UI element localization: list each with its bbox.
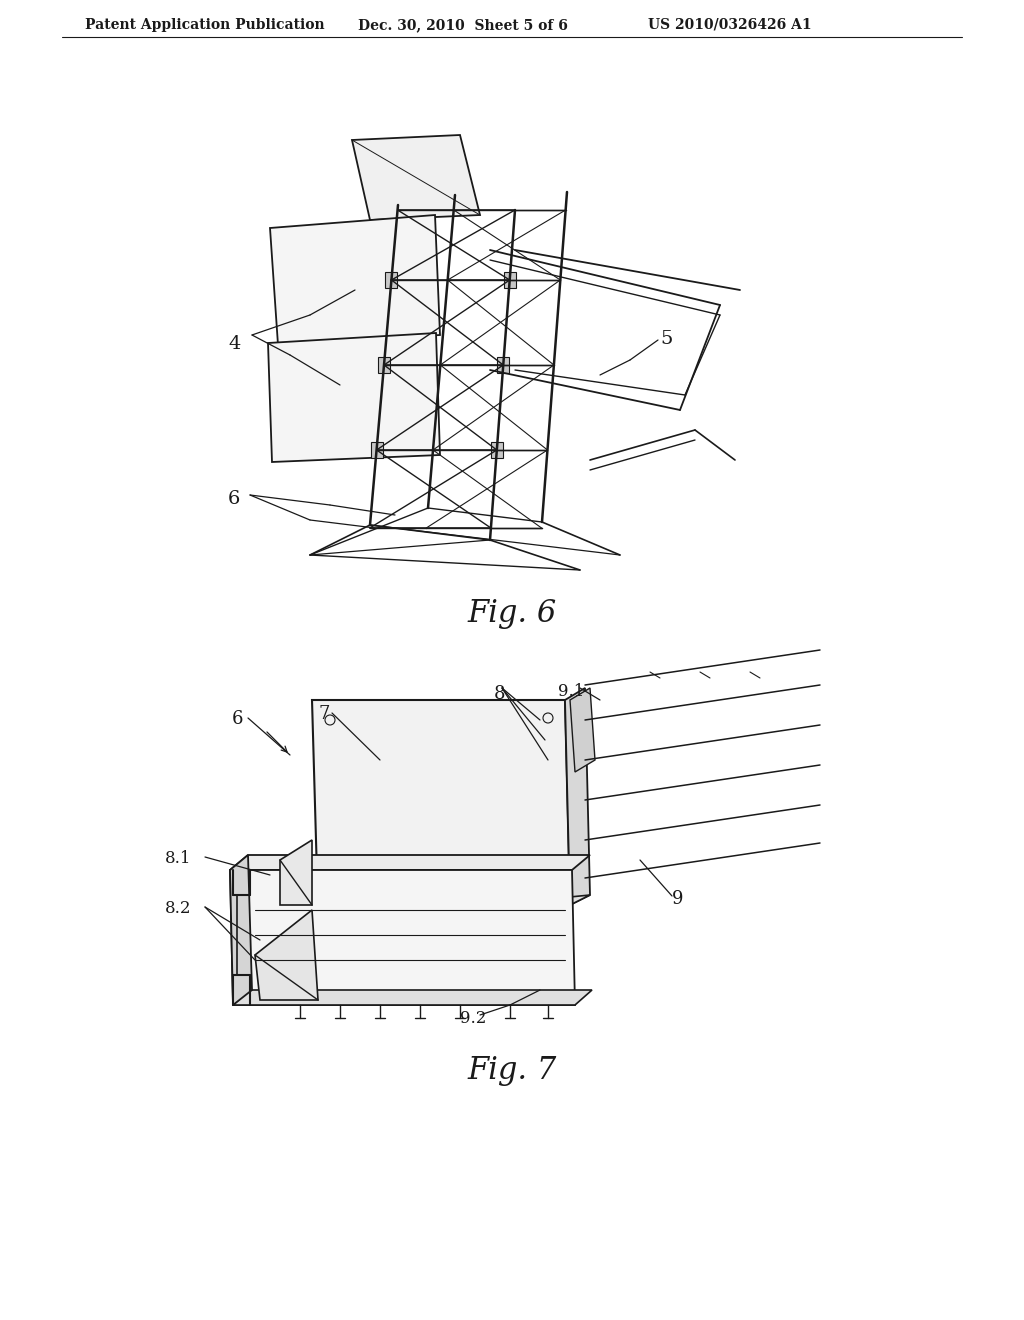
Polygon shape — [233, 990, 592, 1005]
Polygon shape — [498, 356, 509, 374]
Polygon shape — [318, 895, 590, 920]
Text: 6: 6 — [228, 490, 241, 508]
Text: 8.2: 8.2 — [165, 900, 191, 917]
Polygon shape — [425, 147, 465, 165]
Polygon shape — [378, 356, 390, 374]
Polygon shape — [565, 688, 590, 906]
Polygon shape — [490, 442, 503, 458]
Polygon shape — [312, 700, 570, 909]
Polygon shape — [230, 855, 590, 870]
Polygon shape — [352, 135, 480, 220]
Polygon shape — [268, 333, 440, 462]
Text: 9.1: 9.1 — [558, 682, 585, 700]
Text: US 2010/0326426 A1: US 2010/0326426 A1 — [648, 18, 812, 32]
Text: 6: 6 — [232, 710, 244, 729]
Text: Fig. 7: Fig. 7 — [467, 1055, 557, 1086]
Polygon shape — [270, 215, 440, 345]
Polygon shape — [385, 272, 397, 288]
Polygon shape — [230, 870, 575, 1005]
Text: 8: 8 — [494, 685, 506, 704]
Polygon shape — [504, 272, 516, 288]
Text: 8.1: 8.1 — [165, 850, 191, 867]
Text: Dec. 30, 2010  Sheet 5 of 6: Dec. 30, 2010 Sheet 5 of 6 — [358, 18, 568, 32]
Text: 9.2: 9.2 — [460, 1010, 486, 1027]
Text: Patent Application Publication: Patent Application Publication — [85, 18, 325, 32]
Polygon shape — [415, 165, 465, 195]
Polygon shape — [230, 855, 252, 1005]
Text: 4: 4 — [228, 335, 241, 352]
Text: Fig. 6: Fig. 6 — [467, 598, 557, 630]
Polygon shape — [371, 442, 383, 458]
Text: 7: 7 — [318, 705, 330, 723]
Polygon shape — [570, 688, 595, 772]
Polygon shape — [280, 840, 312, 906]
Text: 9: 9 — [672, 890, 683, 908]
Polygon shape — [255, 909, 318, 1001]
Text: 5: 5 — [660, 330, 673, 348]
